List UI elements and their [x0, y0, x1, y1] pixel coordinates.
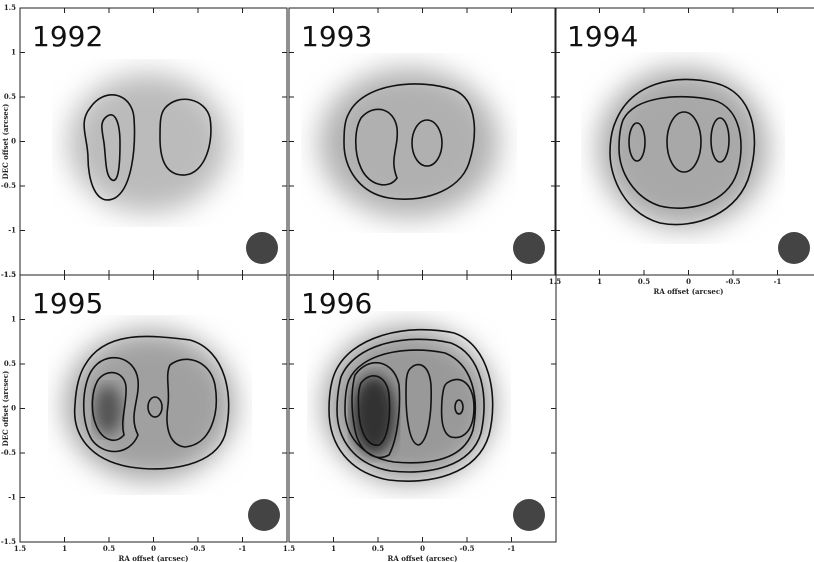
x-tick-label: 1.5	[283, 544, 295, 553]
y-tick-label: 1.5	[4, 3, 16, 12]
y-tick-label: -1	[8, 226, 16, 235]
x-tick-label: -1	[774, 277, 782, 286]
x-tick-label: 0.5	[638, 277, 650, 286]
y-tick-label: 1.5	[4, 270, 16, 279]
beam	[246, 232, 278, 264]
y-tick-label: 0	[11, 404, 16, 413]
y-tick-label: -0.5	[1, 448, 16, 457]
panel: 1996 1.5 1 0.5 0 -0.5 -1 RA offset (arcsec)	[283, 275, 556, 562]
x-tick-label: 0	[151, 544, 156, 553]
x-tick-label: 0.5	[103, 544, 115, 553]
x-axis-label: RA offset (arcsec)	[388, 554, 458, 562]
x-tick-label: -0.5	[190, 544, 205, 553]
y-tick-label: 1	[11, 315, 16, 324]
x-axis-label: RA offset (arcsec)	[119, 554, 189, 562]
beam	[513, 499, 545, 531]
y-tick-label: -1.5	[1, 537, 16, 546]
x-tick-label: 0.5	[372, 544, 384, 553]
beam	[513, 232, 545, 264]
page: 1992 1.5 1 0.5 0 -0.5 -1 -1.5 DEC offset (arcse…	[0, 0, 814, 562]
year-label: 1996	[301, 287, 372, 320]
emission	[65, 330, 235, 480]
y-tick-label: -0.5	[1, 181, 16, 190]
x-tick-label: -1	[508, 544, 516, 553]
y-tick-label: 0	[11, 137, 16, 146]
y-tick-label: 0.5	[4, 92, 16, 101]
x-tick-label: -0.5	[459, 544, 474, 553]
panel: 1994 1.5 1 0.5 0 -0.5 -1 RA offset (arcsec)	[549, 8, 814, 296]
year-label: 1992	[32, 20, 103, 53]
y-axis-label: DEC offset (arcsec)	[1, 371, 10, 447]
y-tick-label: 1	[11, 48, 16, 57]
y-tick-label: 0.5	[4, 359, 16, 368]
y-axis-label: DEC offset (arcsec)	[1, 104, 10, 180]
year-label: 1995	[32, 287, 103, 320]
x-axis-label: RA offset (arcsec)	[654, 287, 724, 296]
x-tick-label: 0	[686, 277, 691, 286]
x-tick-label: 0	[420, 544, 425, 553]
x-tick-label: 1	[331, 544, 336, 553]
emission	[319, 68, 499, 218]
beam	[778, 232, 810, 264]
emission	[68, 73, 228, 213]
x-tick-label: 1.5	[549, 277, 561, 286]
x-tick-label: -1	[239, 544, 247, 553]
year-label: 1994	[567, 20, 638, 53]
x-tick-label: -0.5	[725, 277, 740, 286]
x-tick-label: 1	[62, 544, 67, 553]
beam	[248, 499, 280, 531]
year-label: 1993	[301, 20, 372, 53]
emission	[94, 385, 122, 435]
figure: 1992 1.5 1 0.5 0 -0.5 -1 -1.5 DEC offset (arcse…	[0, 0, 814, 562]
y-tick-label: -1	[8, 493, 16, 502]
x-tick-label: 1	[597, 277, 602, 286]
emission	[598, 68, 768, 228]
panel: 1993	[289, 8, 556, 275]
